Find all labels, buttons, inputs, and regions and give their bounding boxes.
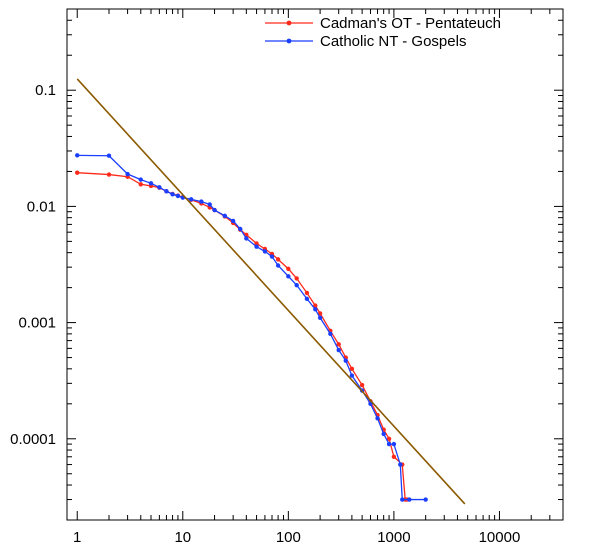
data-point: [398, 462, 403, 467]
x-tick-label: 10000: [479, 529, 521, 546]
data-point: [386, 441, 392, 447]
fit-line-path: [76, 78, 466, 505]
data-point: [381, 431, 386, 437]
data-point: [336, 342, 341, 347]
data-point: [254, 241, 259, 246]
data-point: [317, 311, 323, 316]
y-tick-label: 0.001: [18, 315, 56, 332]
data-point: [375, 416, 380, 421]
data-point: [391, 441, 397, 447]
data-point: [317, 315, 323, 320]
data-point: [275, 257, 281, 262]
data-point: [386, 436, 392, 441]
data-point: [244, 236, 249, 241]
data-point: [106, 153, 112, 158]
data-point: [138, 182, 143, 187]
data-point: [106, 172, 112, 177]
data-point: [175, 193, 181, 199]
data-point: [313, 303, 318, 308]
data-point: [286, 274, 291, 279]
data-point: [304, 296, 310, 302]
data-point: [336, 347, 341, 353]
data-point: [222, 213, 227, 219]
data-point: [313, 307, 318, 312]
series-layer: [75, 78, 466, 505]
series-line: [77, 172, 407, 501]
series-line: [77, 154, 426, 501]
fit-line: [76, 78, 466, 505]
data-point: [269, 254, 275, 259]
data-point: [157, 185, 162, 190]
x-tick-label: 100: [276, 529, 301, 546]
data-point: [212, 207, 217, 213]
plot-frame: [66, 8, 564, 521]
series-2: [75, 153, 428, 502]
data-point: [400, 497, 405, 502]
data-point: [138, 177, 143, 182]
data-point: [286, 266, 291, 272]
data-point: [328, 331, 333, 337]
data-point: [359, 382, 365, 388]
data-point: [199, 199, 204, 204]
y-tick-label: 0.0001: [10, 431, 56, 448]
legend-marker: [286, 20, 292, 26]
data-point: [238, 226, 243, 232]
data-point: [262, 249, 268, 254]
data-point: [188, 197, 194, 202]
data-point: [275, 263, 281, 268]
y-tick-label: 0.1: [35, 82, 56, 99]
x-tick-label: 1: [73, 529, 81, 546]
data-point: [294, 276, 299, 281]
data-point: [304, 290, 310, 296]
data-point: [164, 189, 169, 194]
legend-label: Catholic NT - Gospels: [320, 33, 466, 50]
data-point: [125, 171, 130, 177]
legend-marker: [286, 38, 292, 44]
axis-ticks: 1 10 100 1000 10000 0.1 0.01 0.001 0.0001: [10, 8, 564, 546]
x-tick-label: 1000: [377, 529, 410, 546]
data-point: [75, 170, 80, 175]
data-point: [407, 497, 412, 502]
data-point: [148, 181, 154, 186]
data-point: [254, 244, 259, 249]
data-point: [230, 218, 236, 224]
data-point: [423, 497, 428, 502]
data-point: [343, 358, 348, 363]
legend-label: Cadman's OT - Pentateuch: [320, 15, 501, 32]
series-1: [75, 170, 410, 502]
y-tick-label: 0.01: [27, 198, 56, 215]
data-point: [349, 373, 355, 378]
data-point: [294, 282, 299, 288]
data-point: [391, 454, 397, 459]
x-tick-label: 10: [174, 529, 191, 546]
data-point: [349, 366, 355, 372]
data-point: [75, 153, 80, 158]
data-point: [170, 192, 175, 197]
data-point: [207, 202, 212, 207]
